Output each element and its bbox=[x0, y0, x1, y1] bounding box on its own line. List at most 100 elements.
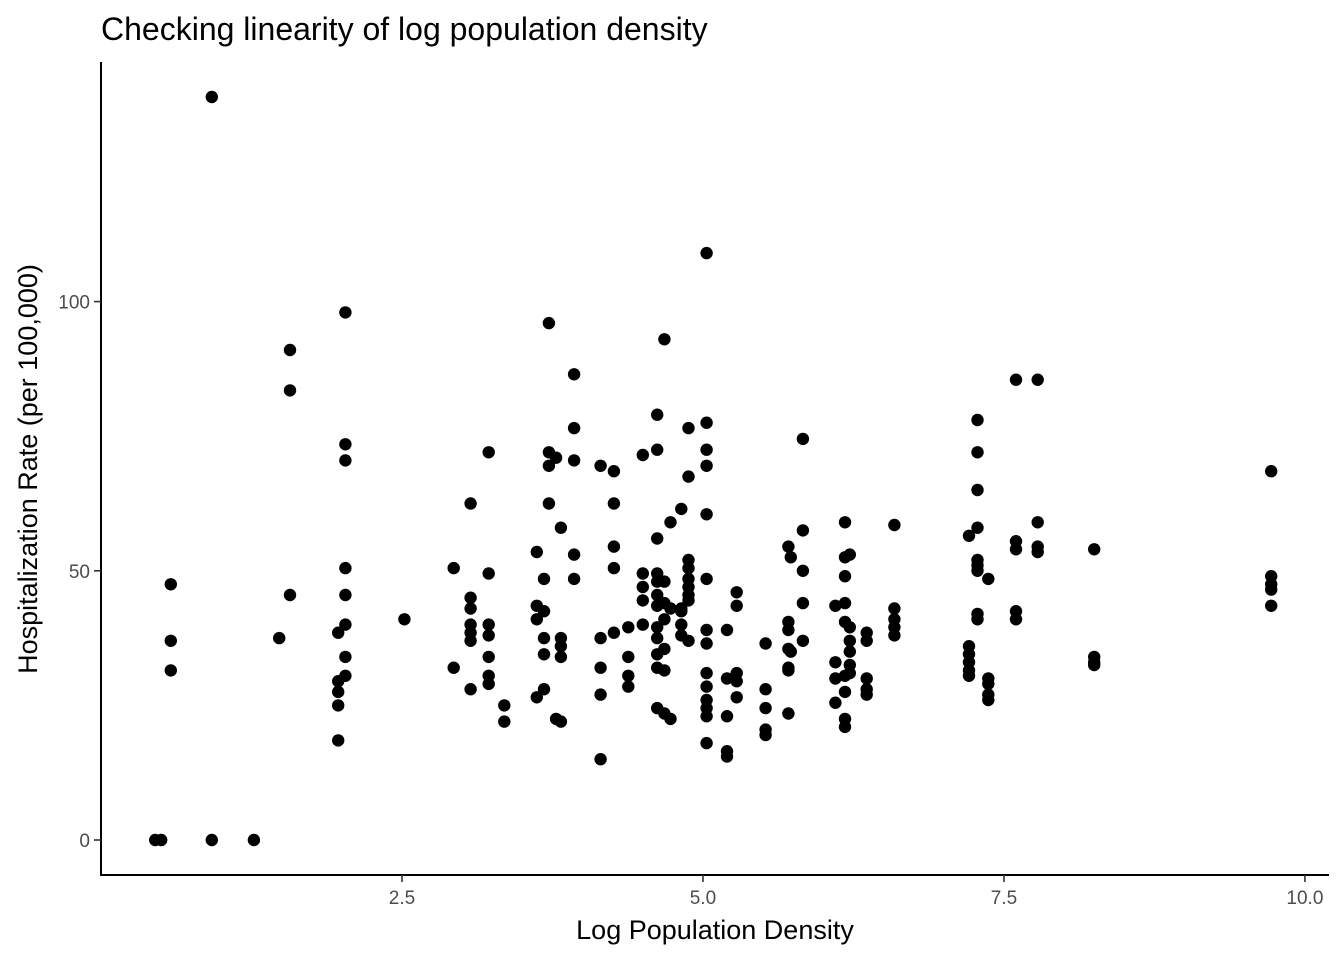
data-point bbox=[594, 661, 607, 674]
data-point bbox=[700, 572, 713, 586]
data-point bbox=[567, 454, 581, 467]
data-point bbox=[567, 548, 581, 561]
data-point bbox=[1265, 465, 1278, 478]
x-tick-label: 2.5 bbox=[389, 888, 415, 909]
data-point bbox=[782, 707, 795, 720]
data-point bbox=[1265, 599, 1278, 612]
data-point bbox=[482, 650, 495, 664]
data-point bbox=[682, 561, 695, 575]
data-point bbox=[700, 246, 713, 260]
data-point bbox=[537, 572, 551, 586]
data-point bbox=[843, 621, 856, 634]
data-point bbox=[682, 470, 695, 483]
data-point bbox=[1088, 543, 1101, 556]
data-point bbox=[982, 677, 995, 691]
data-point bbox=[537, 683, 551, 696]
data-point bbox=[339, 618, 352, 631]
data-point bbox=[339, 561, 352, 575]
data-point bbox=[567, 572, 581, 586]
data-point bbox=[759, 701, 772, 715]
data-point bbox=[730, 599, 743, 612]
data-point bbox=[860, 634, 873, 647]
data-point bbox=[464, 591, 477, 604]
data-point bbox=[247, 833, 261, 847]
data-point bbox=[838, 596, 852, 610]
data-point bbox=[283, 588, 297, 602]
data-point bbox=[796, 634, 810, 647]
data-point bbox=[838, 685, 852, 699]
data-point bbox=[339, 306, 352, 319]
data-point bbox=[700, 736, 713, 750]
data-point bbox=[730, 691, 743, 704]
data-point bbox=[675, 502, 688, 516]
data-point bbox=[843, 634, 856, 647]
data-point bbox=[332, 699, 345, 712]
data-point bbox=[1031, 373, 1044, 386]
data-point bbox=[482, 629, 495, 642]
data-point bbox=[482, 446, 495, 459]
data-point bbox=[594, 459, 607, 472]
data-point bbox=[838, 720, 852, 734]
data-point bbox=[542, 459, 556, 472]
data-point bbox=[843, 666, 856, 680]
data-point bbox=[607, 561, 621, 575]
data-point bbox=[971, 483, 984, 497]
data-point bbox=[332, 734, 345, 747]
data-point bbox=[700, 459, 713, 472]
data-point bbox=[542, 497, 556, 510]
data-point bbox=[464, 683, 477, 696]
data-point bbox=[549, 451, 563, 464]
data-point bbox=[838, 516, 852, 529]
data-point bbox=[982, 572, 995, 586]
y-tick-label: 100 bbox=[58, 293, 90, 314]
data-point bbox=[498, 715, 511, 728]
data-point bbox=[971, 613, 984, 626]
data-point bbox=[700, 666, 713, 680]
data-point bbox=[700, 710, 713, 723]
data-point bbox=[530, 545, 543, 559]
data-point bbox=[700, 416, 713, 429]
data-point bbox=[720, 672, 734, 685]
data-point bbox=[273, 631, 286, 645]
data-point bbox=[658, 333, 671, 346]
data-point bbox=[636, 580, 649, 594]
data-point bbox=[651, 532, 664, 545]
y-tick-label: 0 bbox=[79, 831, 90, 852]
data-point bbox=[594, 753, 607, 766]
data-point bbox=[567, 368, 581, 381]
data-point bbox=[962, 669, 976, 682]
data-point bbox=[682, 421, 695, 435]
data-point bbox=[700, 623, 713, 637]
data-point bbox=[1088, 658, 1101, 672]
data-point bbox=[530, 613, 543, 626]
data-point bbox=[1009, 373, 1023, 386]
data-point bbox=[155, 833, 168, 847]
data-point bbox=[843, 548, 856, 561]
data-point bbox=[838, 570, 852, 583]
data-point bbox=[971, 564, 984, 577]
data-point bbox=[759, 683, 772, 696]
data-point bbox=[700, 680, 713, 693]
data-point bbox=[622, 669, 635, 682]
data-point bbox=[537, 605, 551, 618]
data-point bbox=[205, 90, 218, 104]
x-tick-label: 5.0 bbox=[690, 888, 716, 909]
data-point bbox=[759, 728, 772, 742]
data-point bbox=[796, 596, 810, 610]
data-point bbox=[636, 567, 649, 580]
data-point bbox=[730, 675, 743, 688]
data-point bbox=[636, 448, 649, 462]
data-point bbox=[554, 715, 568, 728]
data-point bbox=[398, 613, 411, 626]
data-point bbox=[447, 661, 460, 674]
data-point bbox=[782, 623, 795, 637]
data-point bbox=[482, 677, 495, 691]
data-point bbox=[720, 750, 734, 763]
data-points bbox=[149, 90, 1278, 847]
x-tick-label: 7.5 bbox=[991, 888, 1017, 909]
data-point bbox=[829, 599, 842, 612]
data-point bbox=[554, 650, 568, 664]
data-point bbox=[675, 618, 688, 631]
data-point bbox=[860, 672, 873, 685]
